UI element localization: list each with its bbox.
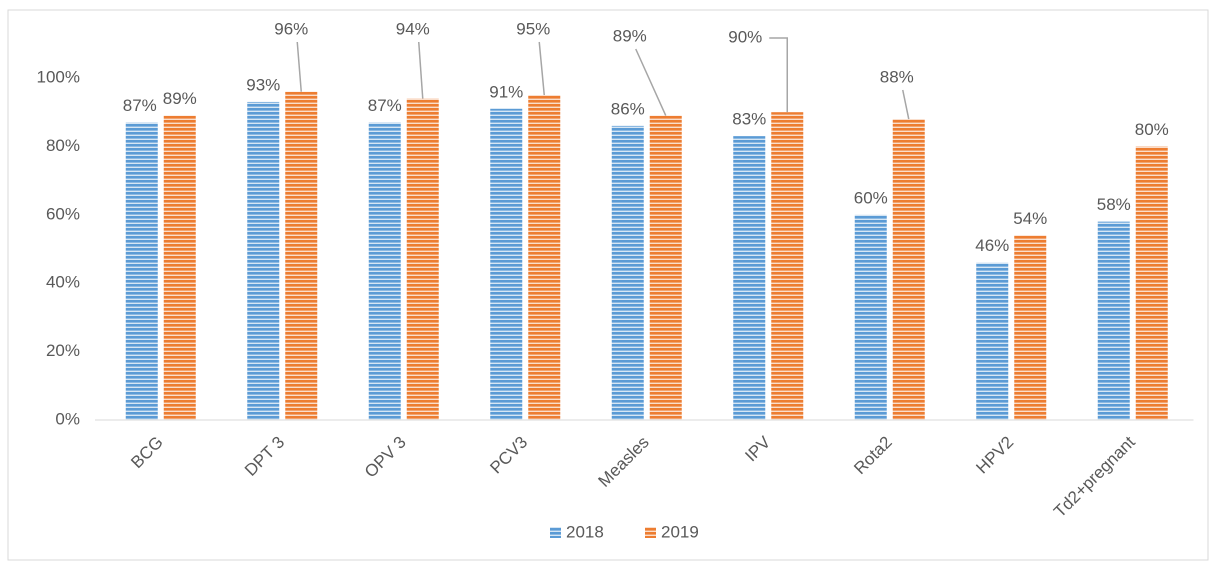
data-label: 80% <box>1135 120 1169 139</box>
y-tick-label: 20% <box>46 341 80 360</box>
data-label: 88% <box>880 67 914 86</box>
x-tick-label: PCV3 <box>486 433 531 478</box>
y-tick-label: 60% <box>46 204 80 223</box>
data-label: 86% <box>611 99 645 118</box>
legend-swatch <box>550 527 561 538</box>
bar <box>490 108 523 420</box>
data-label: 83% <box>732 110 766 129</box>
bar <box>247 101 280 420</box>
bar <box>854 214 887 420</box>
data-label: 58% <box>1097 195 1131 214</box>
bar <box>1014 235 1047 420</box>
leader-line <box>902 89 910 120</box>
bar <box>1097 221 1130 420</box>
leader-line <box>296 41 302 92</box>
data-label: 93% <box>246 75 280 94</box>
x-tick-label: BCG <box>127 433 166 472</box>
x-tick-label: IPV <box>741 432 774 465</box>
legend-swatch <box>645 527 656 538</box>
bar <box>528 95 561 420</box>
data-label: 89% <box>613 26 647 45</box>
x-tick-label: OPV 3 <box>361 433 410 482</box>
bar <box>733 136 766 420</box>
data-label: 87% <box>123 96 157 115</box>
bar <box>892 119 925 420</box>
data-label: 95% <box>516 19 550 38</box>
bar <box>649 115 682 421</box>
bar <box>125 122 158 421</box>
data-label: 46% <box>975 236 1009 255</box>
bar <box>771 112 804 420</box>
bar <box>368 122 401 421</box>
data-label: 96% <box>274 19 308 38</box>
x-tick-label: Td2+pregnant <box>1050 432 1139 521</box>
bar <box>163 115 196 421</box>
y-tick-label: 0% <box>55 409 80 428</box>
chart-border <box>7 9 1209 561</box>
legend-label: 2019 <box>661 522 699 541</box>
data-label: 90% <box>728 27 762 46</box>
legend-label: 2018 <box>566 522 604 541</box>
data-label: 89% <box>163 89 197 108</box>
data-label: 91% <box>489 82 523 101</box>
y-tick-label: 80% <box>46 136 80 155</box>
bar <box>611 125 644 420</box>
y-tick-label: 40% <box>46 273 80 292</box>
x-tick-label: Measles <box>595 433 653 491</box>
leader-line <box>538 41 545 96</box>
data-label: 87% <box>368 96 402 115</box>
data-label: 54% <box>1013 209 1047 228</box>
bar <box>285 91 318 421</box>
bar <box>406 98 439 421</box>
x-tick-label: HPV2 <box>972 433 1017 478</box>
leader-line <box>769 37 788 113</box>
x-tick-label: DPT 3 <box>241 433 288 480</box>
leader-line <box>418 41 424 99</box>
x-tick-label: Rota2 <box>850 433 896 479</box>
bar <box>1135 146 1168 420</box>
bar <box>976 262 1009 420</box>
leader-line <box>635 48 667 116</box>
data-label: 94% <box>396 19 430 38</box>
data-label: 60% <box>854 188 888 207</box>
y-tick-label: 100% <box>37 67 80 86</box>
